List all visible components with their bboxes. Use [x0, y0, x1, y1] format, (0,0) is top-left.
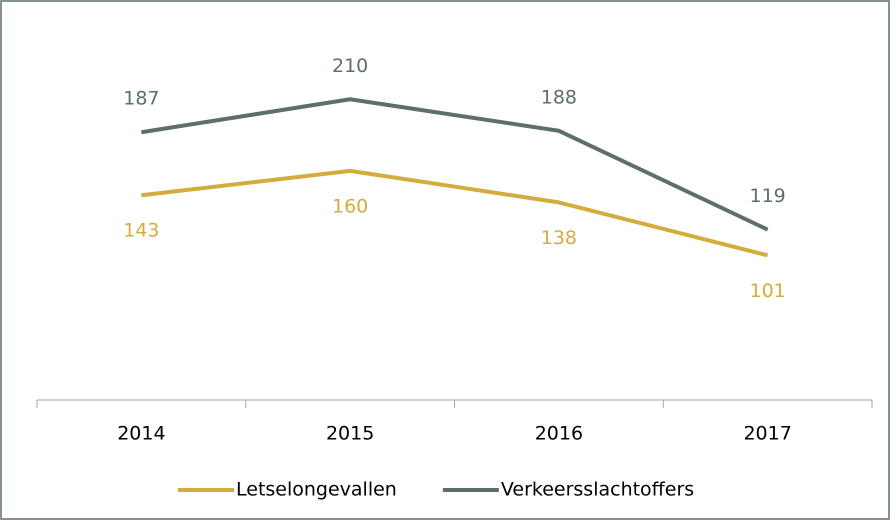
- data-label: 143: [123, 220, 159, 242]
- data-label: 119: [749, 185, 785, 207]
- series-line: [141, 168, 769, 258]
- data-label: 160: [332, 195, 368, 217]
- data-label: 210: [332, 55, 368, 77]
- data-label: 187: [123, 88, 159, 110]
- legend-label: Letselongevallen: [236, 479, 397, 501]
- data-label: 188: [541, 86, 577, 108]
- x-tick-label: 2016: [535, 423, 583, 445]
- data-label: 101: [749, 280, 785, 302]
- legend-label: Verkeersslachtoffers: [501, 479, 694, 501]
- series-line: [141, 97, 769, 232]
- x-tick-label: 2017: [743, 423, 791, 445]
- x-tick-label: 2014: [117, 423, 165, 445]
- x-tick-label: 2015: [326, 423, 374, 445]
- data-label: 138: [541, 227, 577, 249]
